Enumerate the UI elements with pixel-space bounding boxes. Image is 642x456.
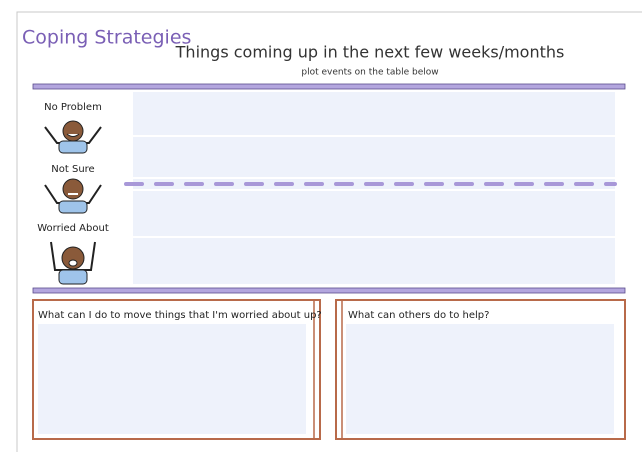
panel-border xyxy=(32,83,626,90)
plot-panel xyxy=(32,83,626,294)
heading: Coping Strategies xyxy=(22,27,191,49)
figure-calm xyxy=(44,120,102,154)
figure-unsure xyxy=(44,178,102,214)
box-self: What can I do to move things that I'm wo… xyxy=(32,299,322,440)
title: Things coming up in the next few weeks/m… xyxy=(175,43,565,62)
box-others: What can others do to help? xyxy=(335,299,626,440)
panel-border xyxy=(32,287,626,294)
figure-worried xyxy=(50,241,96,285)
scale-label: Worried About xyxy=(37,223,109,234)
box-prompt: What can I do to move things that I'm wo… xyxy=(38,310,322,321)
box-area xyxy=(38,324,306,434)
box-area xyxy=(346,324,614,434)
box-prompt: What can others do to help? xyxy=(348,310,489,321)
scale-label: No Problem xyxy=(44,102,102,113)
plot-area xyxy=(133,92,615,284)
scale-label: Not Sure xyxy=(51,164,94,175)
subtitle: plot events on the table below xyxy=(301,68,438,78)
